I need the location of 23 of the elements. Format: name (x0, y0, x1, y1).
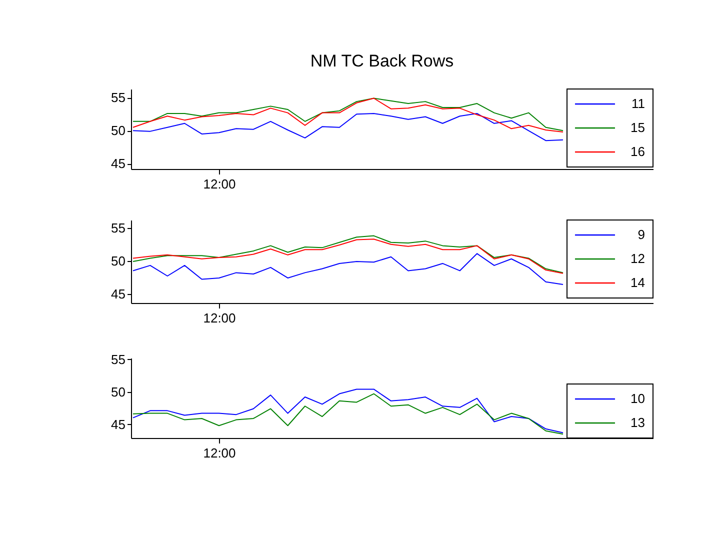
y-tick-label: 45 (111, 156, 126, 172)
line-series (132, 112, 564, 142)
y-tick-label: 55 (111, 352, 126, 367)
legend-label: 9 (638, 227, 645, 242)
x-tick-label: 12:00 (203, 176, 236, 192)
y-tick-label: 50 (111, 253, 126, 268)
legend-label: 13 (630, 415, 645, 430)
y-tick-label: 55 (111, 90, 126, 106)
legend-label: 16 (630, 144, 645, 159)
legend-label: 10 (630, 391, 645, 406)
y-tick-label: 50 (111, 384, 126, 400)
legend-label: 11 (632, 96, 645, 111)
x-tick-label: 12:00 (203, 446, 236, 460)
y-tick-label: 50 (111, 123, 126, 138)
x-tick-label: 12:00 (203, 310, 236, 326)
y-tick-label: 55 (111, 220, 126, 236)
line-series (132, 253, 564, 286)
legend-label: 12 (630, 251, 645, 266)
legend-label: 14 (630, 275, 645, 290)
chart-title: NM TC Back Rows (310, 52, 454, 70)
legend-label: 15 (630, 120, 645, 135)
y-tick-label: 45 (111, 416, 126, 432)
y-tick-label: 45 (111, 286, 126, 302)
